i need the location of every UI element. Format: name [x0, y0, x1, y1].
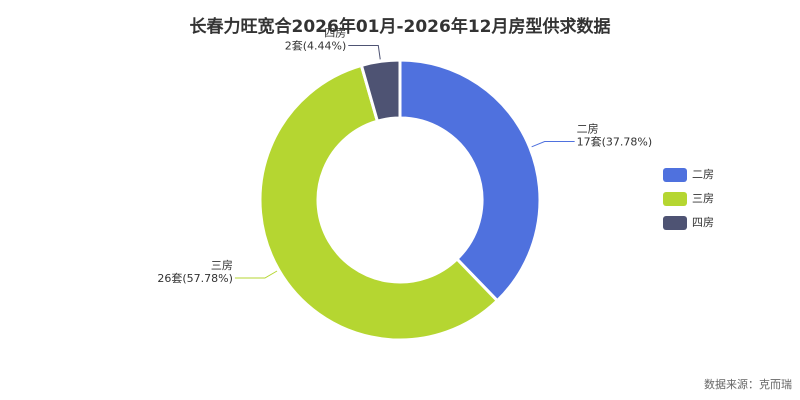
chart-title: 长春力旺宽合2026年01月-2026年12月房型供求数据 — [190, 16, 611, 37]
donut-slice — [398, 58, 542, 303]
slice-label-value: 26套(57.78%) — [157, 272, 233, 285]
legend-swatch — [663, 216, 687, 230]
donut-slice — [258, 63, 499, 342]
legend-swatch — [663, 192, 687, 206]
leader-line — [348, 45, 381, 60]
source-note: 数据来源：克而瑞 — [704, 377, 792, 391]
slice-label-value: 2套(4.44%) — [285, 40, 347, 53]
slice-label-value: 17套(37.78%) — [577, 136, 653, 149]
leader-line — [531, 141, 575, 148]
legend-label: 三房 — [692, 192, 714, 205]
legend-label: 四房 — [692, 216, 714, 229]
legend-label: 二房 — [692, 168, 714, 181]
donut-slice — [359, 58, 402, 123]
slice-label-name: 四房 — [324, 27, 346, 40]
leader-line — [234, 270, 278, 279]
legend-swatch — [663, 168, 687, 182]
slice-label-name: 三房 — [211, 259, 233, 272]
slice-label-name: 二房 — [577, 123, 599, 136]
